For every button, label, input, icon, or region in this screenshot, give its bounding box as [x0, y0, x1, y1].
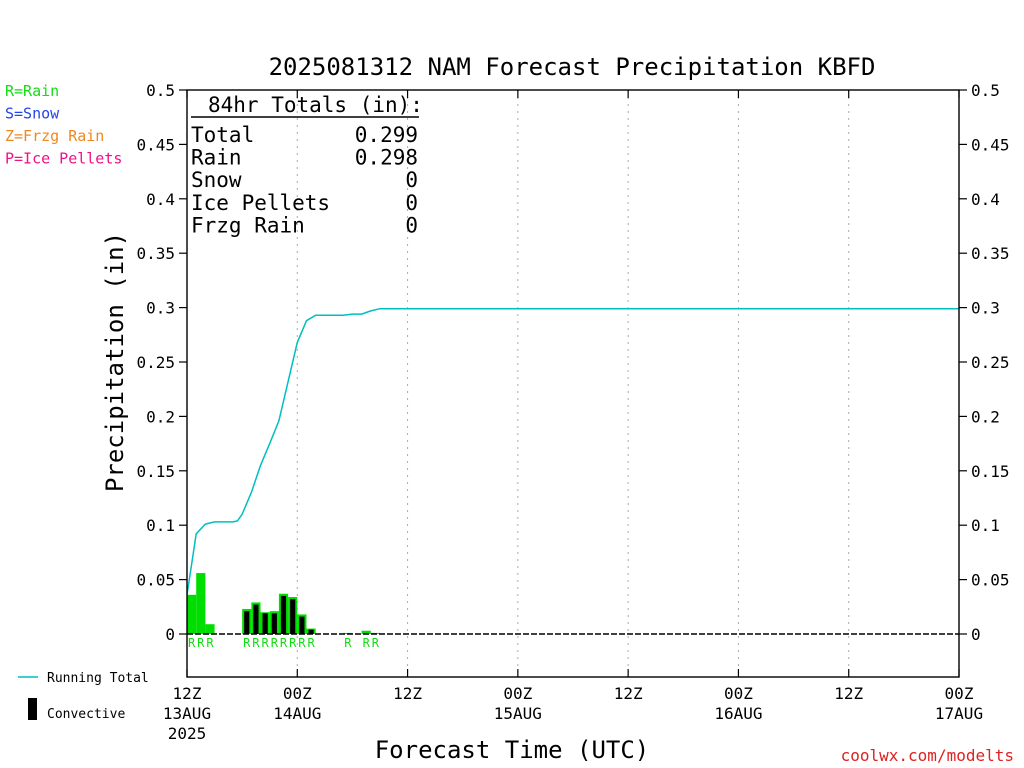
- precip-type-letter: R: [252, 636, 260, 650]
- totals-row-label: Snow: [191, 168, 242, 192]
- convective-bar: [262, 613, 268, 634]
- precip-type-letter: R: [280, 636, 288, 650]
- y-tick-label-right: 0.25: [971, 353, 1010, 372]
- credit-text: coolwx.com/modelts: [841, 746, 1014, 765]
- type-legend-item: Z=Frzg Rain: [5, 127, 104, 145]
- convective-bar: [244, 611, 250, 634]
- bottom-legend-label: Running Total: [47, 671, 149, 686]
- totals-row-label: Total: [191, 123, 254, 147]
- totals-row-value: 0.299: [355, 123, 418, 147]
- y-tick-label-right: 0.35: [971, 244, 1010, 263]
- x-tick-label: 00Z: [724, 684, 753, 703]
- precip-type-letter: R: [197, 636, 205, 650]
- axes: 0 00.05 0.050.1 0.10.15 0.150.2 0.20.25 0.250.…: [136, 81, 1009, 743]
- totals-box: 84hr Totals (in): Total 0.299 Rain 0.298 Snow…: [191, 93, 423, 237]
- precip-bar: [205, 624, 215, 634]
- x-tick-date: 14AUG: [273, 704, 321, 723]
- totals-row-value: 0: [405, 168, 418, 192]
- x-tick-label: 12Z: [173, 684, 202, 703]
- type-legend-item: S=Snow: [5, 105, 60, 123]
- x-axis-title: Forecast Time (UTC): [375, 736, 650, 764]
- grid-lines: [296, 90, 850, 677]
- legend-bar-swatch: [28, 698, 37, 720]
- x-tick-date: 17AUG: [935, 704, 983, 723]
- precip-type-letter: R: [271, 636, 279, 650]
- convective-bar: [308, 629, 314, 634]
- x-tick-label: 00Z: [503, 684, 532, 703]
- precip-type-letter: R: [243, 636, 251, 650]
- running-total-line: [186, 307, 959, 595]
- y-tick-label-left: 0: [165, 625, 175, 644]
- convective-bar: [299, 616, 305, 634]
- precip-type-letter: R: [298, 636, 306, 650]
- y-tick-label-left: 0.45: [136, 135, 175, 154]
- y-tick-label-right: 0.2: [971, 407, 1000, 426]
- convective-bar: [253, 604, 259, 634]
- precip-type-letter: R: [363, 636, 371, 650]
- precip-type-letter: R: [262, 636, 270, 650]
- running-total-group: [186, 307, 959, 595]
- convective-bar: [271, 613, 277, 634]
- y-tick-label-right: 0.4: [971, 190, 1000, 209]
- y-tick-label-left: 0.35: [136, 244, 175, 263]
- y-tick-label-left: 0.5: [146, 81, 175, 100]
- x-tick-date: 13AUG: [163, 704, 211, 723]
- precip-bars: [187, 573, 380, 634]
- totals-row-value: 0: [405, 213, 418, 237]
- precip-type-letter: R: [372, 636, 380, 650]
- y-tick-label-right: 0: [971, 625, 981, 644]
- y-tick-label-left: 0.25: [136, 353, 175, 372]
- precip-bar: [361, 630, 371, 634]
- bottom-legend-label: Convective: [47, 707, 125, 722]
- y-tick-label-right: 0.3: [971, 299, 1000, 318]
- x-tick-date: 15AUG: [494, 704, 542, 723]
- y-tick-label-left: 0.3: [146, 299, 175, 318]
- y-tick-label-right: 0.15: [971, 462, 1010, 481]
- precip-bar: [187, 594, 197, 634]
- totals-row-label: Frzg Rain: [191, 213, 305, 237]
- x-tick-date: 16AUG: [714, 704, 762, 723]
- y-axis-title: Precipitation (in): [101, 232, 129, 492]
- y-tick-label-left: 0.05: [136, 571, 175, 590]
- precip-bar: [196, 573, 206, 634]
- precip-type-letter: R: [206, 636, 214, 650]
- x-tick-label: 12Z: [393, 684, 422, 703]
- convective-bar: [280, 595, 287, 634]
- precip-type-letter: R: [344, 636, 352, 650]
- type-legend-item: P=Ice Pellets: [5, 150, 122, 168]
- y-tick-label-right: 0.45: [971, 135, 1010, 154]
- y-tick-label-right: 0.5: [971, 81, 1000, 100]
- x-tick-year: 2025: [168, 724, 207, 743]
- y-tick-label-left: 0.15: [136, 462, 175, 481]
- totals-row-value: 0: [405, 191, 418, 215]
- convective-bar: [290, 599, 296, 634]
- x-tick-label: 12Z: [834, 684, 863, 703]
- chart-title: 2025081312 NAM Forecast Precipitation KB…: [269, 53, 876, 81]
- type-legend-item: R=Rain: [5, 82, 59, 100]
- totals-row-label: Ice Pellets: [191, 191, 330, 215]
- plot-frame: [186, 89, 960, 678]
- y-tick-label-left: 0.4: [146, 190, 175, 209]
- totals-row-value: 0.298: [355, 146, 418, 170]
- y-tick-label-left: 0.1: [146, 516, 175, 535]
- precip-type-letter: R: [188, 636, 196, 650]
- legends: R=Rain S=Snow Z=Frzg Rain P=Ice Pellets Runn…: [5, 82, 149, 722]
- y-tick-label-right: 0.1: [971, 516, 1000, 535]
- precip-type-letter: R: [307, 636, 315, 650]
- x-tick-label: 00Z: [945, 684, 974, 703]
- totals-heading: 84hr Totals (in):: [208, 93, 423, 117]
- x-tick-label: 12Z: [614, 684, 643, 703]
- y-tick-label-right: 0.05: [971, 571, 1010, 590]
- x-tick-label: 00Z: [283, 684, 312, 703]
- totals-row-label: Rain: [191, 146, 242, 170]
- precip-type-letter: R: [289, 636, 297, 650]
- y-tick-label-left: 0.2: [146, 407, 175, 426]
